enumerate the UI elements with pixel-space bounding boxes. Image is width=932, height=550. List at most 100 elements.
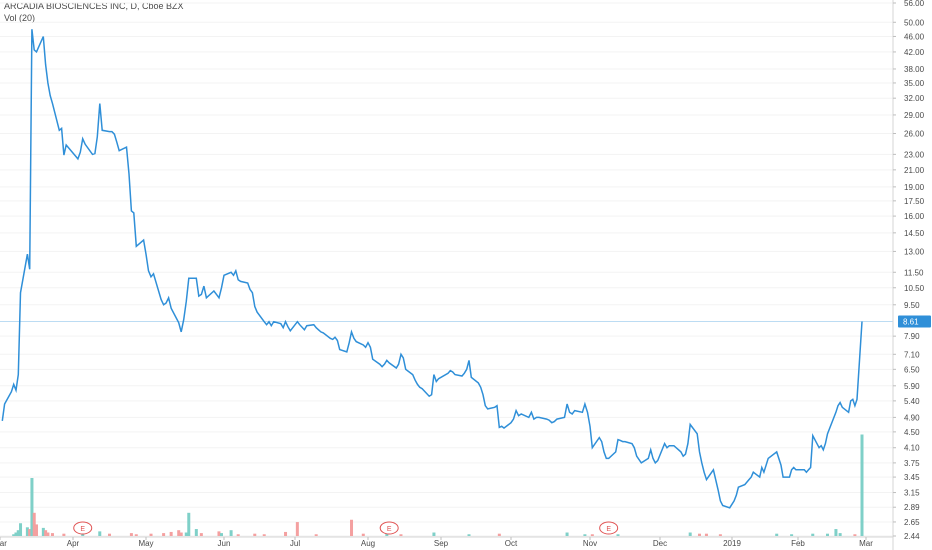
price-tick-label: 46.00: [904, 32, 925, 41]
price-axis[interactable]: 56.00 50.00 46.00 42.00 38.00 35.00 32.00 29.00…: [892, 0, 925, 550]
price-tick-label: 3.45: [904, 473, 920, 482]
volume-bar: [14, 532, 18, 536]
time-tick-label: 2019: [723, 539, 741, 548]
time-tick-label: Aug: [361, 539, 375, 548]
time-tick-label: May: [138, 539, 153, 548]
price-tick-label: 10.50: [904, 284, 925, 293]
chart-title: ARCADIA BIOSCIENCES INC, D, Cboe BZX: [4, 1, 184, 11]
volume-bar: [28, 529, 32, 536]
earnings-marker: E: [379, 521, 399, 535]
volume-bar: [616, 534, 620, 536]
volume-bar: [860, 434, 864, 536]
time-tick-label: Jul: [290, 539, 300, 548]
volume-bar: [46, 532, 50, 536]
volume-bar: [688, 532, 692, 536]
volume-bar: [432, 532, 436, 536]
price-tick-label: 42.00: [904, 48, 925, 57]
time-tick-label: Oct: [505, 539, 518, 548]
last-price-badge-label: 8.61: [903, 318, 919, 327]
time-tick-label: Jun: [218, 539, 231, 548]
price-tick-label: 29.00: [904, 111, 925, 120]
volume-bar: [179, 532, 183, 536]
volume-bar: [775, 533, 779, 536]
volume-bar: [35, 524, 38, 536]
volume-bar: [826, 533, 829, 536]
price-tick-label: 2.65: [904, 518, 920, 527]
volume-bar: [108, 533, 111, 536]
volume-bar: [718, 534, 722, 536]
price-tick-label: 35.00: [904, 79, 925, 88]
earnings-marker: E: [599, 521, 619, 535]
price-tick-label: 26.00: [904, 130, 925, 139]
volume-bar: [217, 531, 221, 536]
volume-bar: [565, 532, 569, 536]
price-tick-label: 16.00: [904, 212, 925, 221]
volume-bar: [44, 530, 48, 536]
price-line: [1, 29, 863, 509]
earnings-marker-label: E: [387, 526, 392, 533]
time-tick-label: Apr: [67, 539, 80, 548]
volume-bar: [790, 534, 794, 536]
volume-bar: [129, 533, 133, 536]
last-price-badge: 8.61: [898, 315, 931, 328]
volume-bars: [12, 434, 864, 536]
earnings-marker-badge: [599, 521, 619, 535]
price-tick-label: 5.40: [904, 397, 920, 406]
volume-bar: [177, 530, 181, 536]
price-tick-label: 3.75: [904, 459, 920, 468]
price-tick-label: 32.00: [904, 94, 925, 103]
volume-bar: [853, 534, 857, 536]
price-tick-label: 13.00: [904, 247, 925, 256]
earnings-marker-label: E: [80, 526, 85, 533]
time-tick-label: Dec: [653, 539, 667, 548]
volume-bar: [149, 533, 153, 536]
volume-bar: [834, 529, 838, 536]
volume-bar: [467, 534, 471, 536]
volume-bar: [229, 530, 233, 536]
price-tick-label: 23.00: [904, 150, 925, 159]
price-tick-label: 21.00: [904, 166, 925, 175]
volume-bar: [187, 512, 191, 536]
volume-bar: [295, 522, 299, 536]
time-tick-label: Mar: [0, 539, 7, 548]
last-price-badge-bg: [898, 315, 931, 328]
price-tick-label: 50.00: [904, 18, 925, 27]
time-tick-label: Nov: [583, 539, 597, 548]
price-tick-label: 14.50: [904, 229, 925, 238]
volume-bar: [590, 534, 594, 536]
volume-bar: [32, 512, 36, 536]
volume-bar: [583, 534, 587, 536]
price-tick-label: 6.50: [904, 365, 920, 374]
volume-bar: [194, 529, 198, 536]
volume-bar: [219, 533, 223, 536]
volume-bar: [385, 533, 389, 536]
volume-bar: [30, 478, 34, 536]
price-tick-label: 2.44: [904, 532, 920, 541]
volume-bar: [399, 534, 403, 536]
earnings-marker-label: E: [606, 526, 611, 533]
volume-bar: [314, 534, 318, 536]
time-axis[interactable]: Mar Apr May Jun Jul Aug Sep Oct Nov Dec 2019 Feb Mar: [0, 536, 893, 548]
volume-bar: [25, 527, 29, 536]
price-tick-label: 17.50: [904, 197, 925, 206]
volume-bar: [134, 534, 138, 536]
price-tick-label: 38.00: [904, 65, 925, 74]
price-tick-label: 4.10: [904, 444, 920, 453]
price-tick-label: 19.00: [904, 183, 925, 192]
time-tick-label: Sep: [434, 539, 449, 548]
time-tick-label: Feb: [791, 539, 805, 548]
volume-bar: [838, 533, 842, 536]
grid-lines: [0, 2, 893, 537]
price-tick-label: 2.89: [904, 503, 920, 512]
price-tick-label: 56.00: [904, 0, 925, 8]
price-tick-label: 5.90: [904, 382, 920, 391]
volume-bar: [50, 533, 54, 536]
price-tick-label: 4.90: [904, 413, 920, 422]
time-tick-label: Mar: [859, 539, 873, 548]
volume-bar: [361, 533, 365, 536]
price-tick-label: 7.90: [904, 332, 920, 341]
volume-bar: [169, 531, 173, 536]
volume-bar: [497, 533, 501, 536]
